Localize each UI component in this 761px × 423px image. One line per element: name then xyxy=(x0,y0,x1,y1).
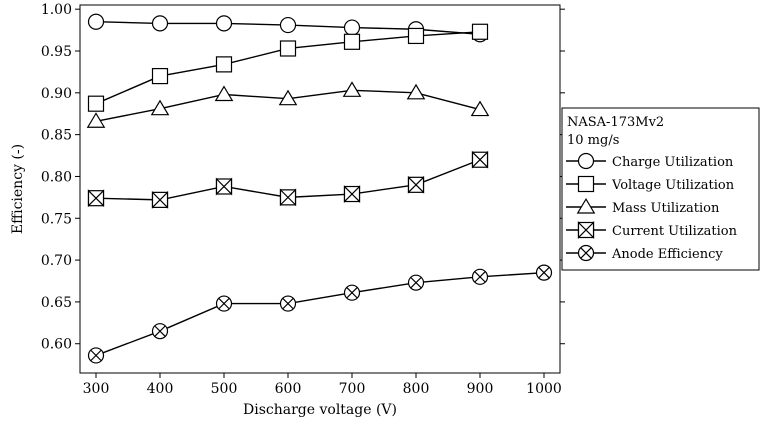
data-point xyxy=(214,85,234,102)
data-point xyxy=(470,100,490,117)
x-tick-label: 300 xyxy=(83,381,110,397)
data-point xyxy=(343,185,361,203)
data-point xyxy=(151,190,169,209)
legend-title-line-1: NASA-173Mv2 xyxy=(567,115,664,130)
legend-label: Voltage Utilization xyxy=(611,178,735,193)
data-point xyxy=(279,188,297,207)
series-circle xyxy=(87,13,489,43)
legend-entries: Charge Utilization Voltage Utilization Mas… xyxy=(566,152,738,262)
data-point xyxy=(343,19,361,36)
axis-ticks: 300 400 500 600 700 800 900 1000 0.60 0.65 0.70 0.7… xyxy=(41,2,565,397)
data-point xyxy=(279,295,297,312)
x-tick-label: 900 xyxy=(467,381,494,397)
data-point xyxy=(151,67,169,85)
data-point xyxy=(576,197,596,214)
data-point xyxy=(406,83,426,100)
series-boxx xyxy=(87,150,489,209)
y-tick-label: 0.80 xyxy=(41,169,72,185)
x-tick-label: 600 xyxy=(275,381,302,397)
data-point xyxy=(278,89,298,106)
data-point xyxy=(577,221,595,239)
series-circlex xyxy=(87,264,553,364)
y-tick-label: 0.85 xyxy=(41,128,72,144)
data-point xyxy=(215,56,233,73)
legend-entry: Current Utilization xyxy=(566,221,738,239)
series-triangle xyxy=(86,81,490,128)
data-point xyxy=(279,40,297,57)
data-point xyxy=(87,95,105,112)
y-tick-label: 0.70 xyxy=(41,253,72,269)
data-point xyxy=(471,23,489,40)
legend-label: Mass Utilization xyxy=(612,201,720,216)
data-point xyxy=(151,15,169,32)
series-line xyxy=(95,271,545,357)
legend-entry: Anode Efficiency xyxy=(566,244,723,262)
data-point xyxy=(343,33,361,50)
legend-entry: Charge Utilization xyxy=(566,152,734,170)
data-point xyxy=(151,323,169,340)
data-point xyxy=(577,175,595,193)
legend-title-line-2: 10 mg/s xyxy=(567,133,619,148)
data-point xyxy=(407,27,425,45)
y-tick-label: 1.00 xyxy=(41,2,72,18)
x-tick-label: 400 xyxy=(147,381,174,397)
data-point xyxy=(407,175,425,194)
data-point xyxy=(535,264,553,281)
plot-frame xyxy=(79,4,561,374)
x-tick-label: 1000 xyxy=(526,381,562,397)
x-axis-label: Discharge voltage (V) xyxy=(243,402,397,418)
legend-label: Anode Efficiency xyxy=(611,247,723,262)
data-point xyxy=(407,274,425,291)
data-point xyxy=(343,284,361,301)
data-point xyxy=(279,16,297,34)
legend-label: Charge Utilization xyxy=(612,155,734,170)
data-point xyxy=(215,177,233,196)
data-point xyxy=(87,347,105,364)
y-tick-label: 0.65 xyxy=(41,295,72,311)
legend-box xyxy=(561,107,760,271)
data-point xyxy=(342,81,362,97)
data-point xyxy=(215,295,233,312)
y-tick-label: 0.75 xyxy=(41,211,72,227)
y-tick-label: 0.95 xyxy=(41,44,72,60)
y-axis-label: Efficiency (-) xyxy=(10,144,26,234)
y-tick-label: 0.60 xyxy=(41,337,72,353)
data-point xyxy=(86,112,106,128)
data-point xyxy=(471,268,489,285)
x-tick-label: 700 xyxy=(339,381,366,397)
legend-label: Current Utilization xyxy=(612,224,738,239)
legend-entry: Voltage Utilization xyxy=(566,175,735,193)
x-tick-label: 800 xyxy=(403,381,430,397)
x-tick-label: 500 xyxy=(211,381,238,397)
series-square xyxy=(87,23,489,112)
data-point xyxy=(577,244,595,262)
data-point xyxy=(150,99,170,116)
y-tick-label: 0.90 xyxy=(41,86,72,102)
data-point xyxy=(87,13,105,30)
legend: NASA-173Mv2 10 mg/s Charge Utilization Vo… xyxy=(561,107,760,271)
series-layer xyxy=(86,13,553,364)
legend-entry: Mass Utilization xyxy=(566,197,720,216)
data-point xyxy=(471,150,489,169)
data-point xyxy=(577,152,595,170)
data-point xyxy=(215,15,233,32)
data-point xyxy=(87,189,105,208)
